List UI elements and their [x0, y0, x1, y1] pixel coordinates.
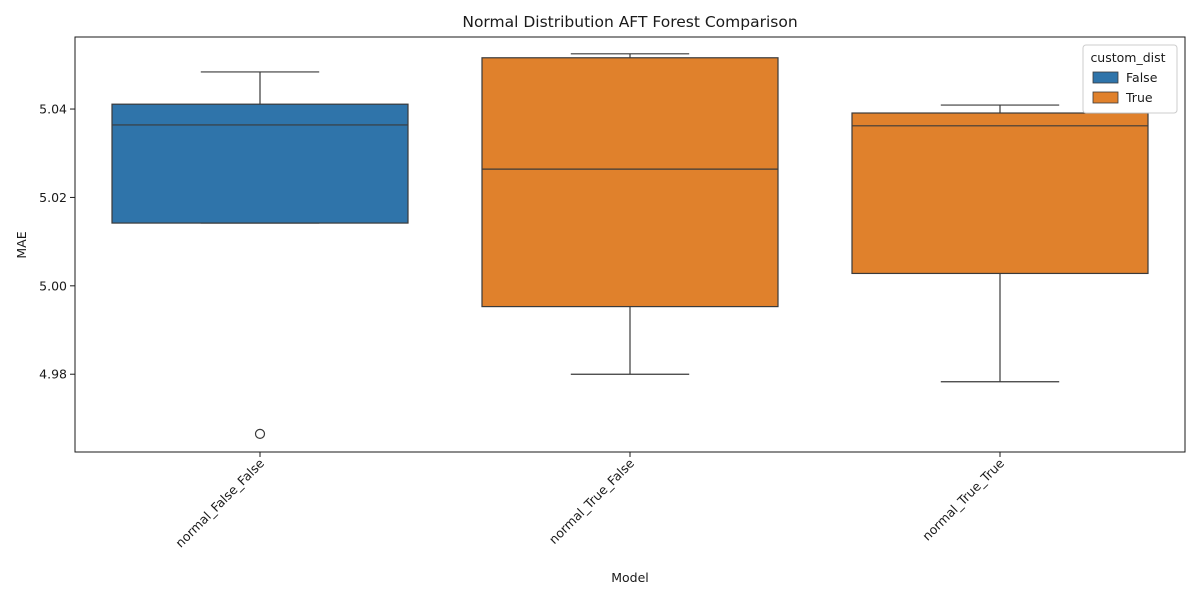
y-axis: 4.98 5.00 5.02 5.04: [39, 102, 75, 382]
legend-swatch-false: [1092, 71, 1119, 84]
y-tick-label: 5.00: [39, 278, 67, 293]
iqr-box: [111, 103, 409, 224]
legend-label-true: True: [1125, 90, 1153, 105]
x-axis-label: Model: [611, 570, 649, 585]
iqr-box: [481, 57, 779, 308]
outlier-point: [254, 428, 266, 439]
box-series: [111, 53, 1149, 439]
y-tick-label: 5.02: [39, 190, 67, 205]
y-tick-label: 5.04: [39, 102, 67, 117]
plot-frame: [74, 36, 1186, 453]
legend: custom_dist False True: [1082, 44, 1178, 114]
legend-swatch-true: [1092, 91, 1119, 104]
iqr-box: [851, 112, 1149, 275]
y-axis-label: MAE: [14, 231, 29, 258]
legend-title: custom_dist: [1090, 50, 1165, 65]
chart-title: Normal Distribution AFT Forest Compariso…: [462, 13, 797, 31]
y-tick-label: 4.98: [39, 367, 67, 382]
legend-label-false: False: [1126, 70, 1158, 85]
